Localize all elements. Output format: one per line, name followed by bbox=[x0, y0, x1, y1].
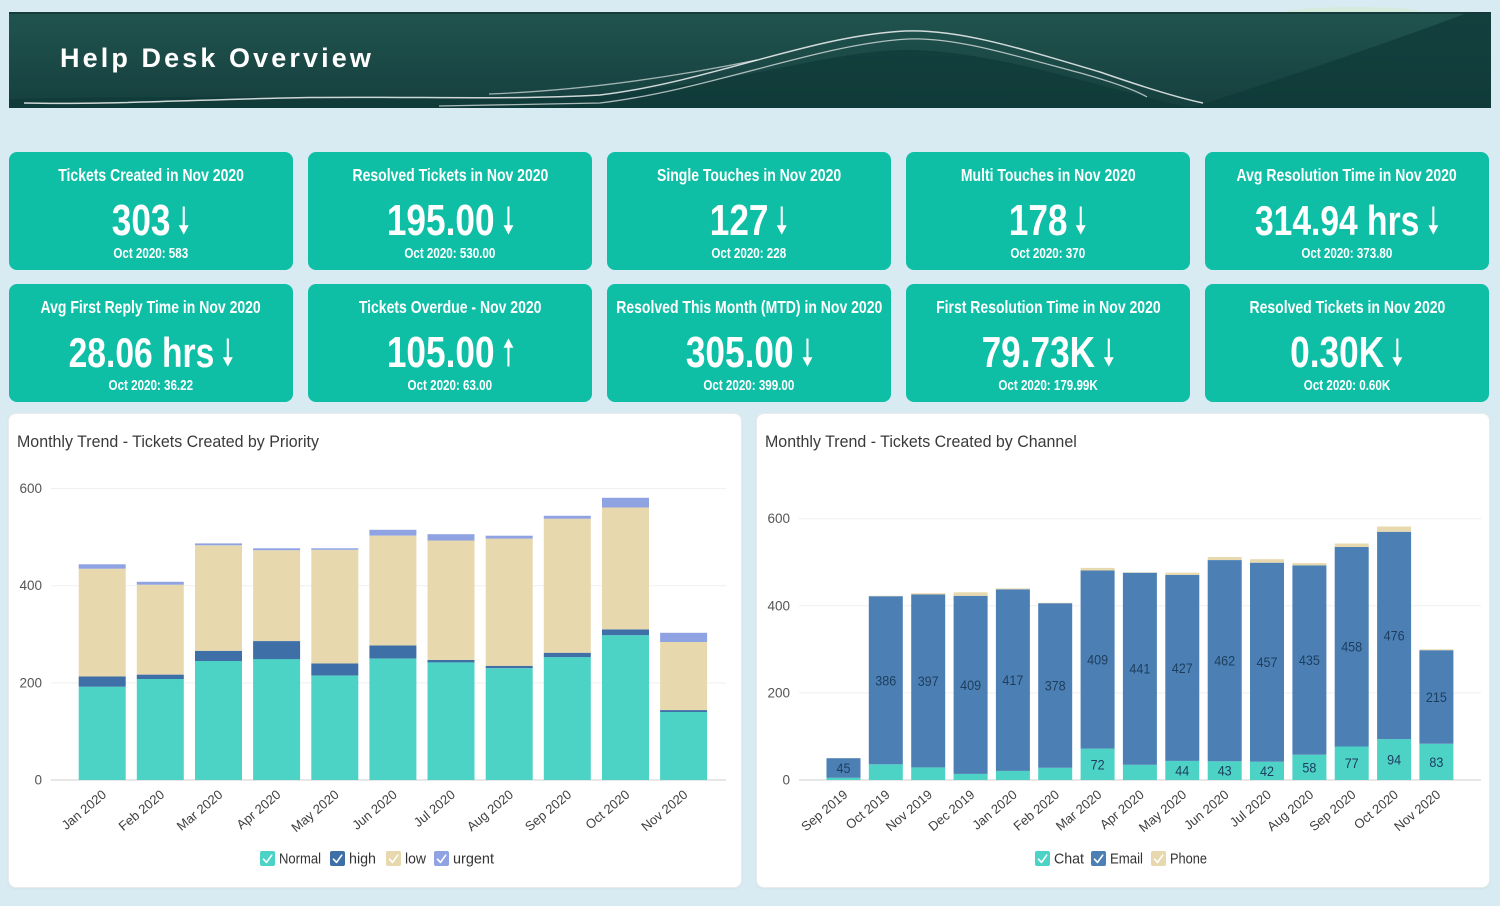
svg-text:58: 58 bbox=[1302, 760, 1316, 775]
svg-text:476: 476 bbox=[1384, 628, 1405, 643]
svg-text:45: 45 bbox=[837, 761, 851, 776]
svg-text:378: 378 bbox=[1045, 679, 1066, 694]
svg-text:Aug 2020: Aug 2020 bbox=[464, 787, 516, 834]
svg-text:42: 42 bbox=[1260, 764, 1274, 779]
svg-text:Jun 2020: Jun 2020 bbox=[349, 787, 400, 833]
svg-text:Mar 2020: Mar 2020 bbox=[1053, 787, 1105, 834]
svg-text:May 2020: May 2020 bbox=[1136, 787, 1189, 835]
svg-text:427: 427 bbox=[1172, 661, 1193, 676]
svg-text:386: 386 bbox=[875, 673, 896, 688]
svg-text:Nov 2020: Nov 2020 bbox=[638, 787, 690, 834]
svg-text:low: low bbox=[405, 852, 427, 868]
svg-text:Oct 2020: Oct 2020 bbox=[582, 787, 632, 832]
svg-text:43: 43 bbox=[1218, 764, 1232, 779]
svg-text:400: 400 bbox=[767, 598, 790, 613]
svg-text:Sep 2020: Sep 2020 bbox=[522, 787, 574, 834]
svg-text:400: 400 bbox=[19, 578, 42, 593]
svg-text:200: 200 bbox=[19, 675, 42, 690]
svg-text:Jul 2020: Jul 2020 bbox=[411, 787, 458, 830]
svg-text:Sep 2019: Sep 2019 bbox=[798, 787, 850, 834]
svg-text:397: 397 bbox=[918, 674, 939, 689]
svg-text:Sep 2020: Sep 2020 bbox=[1306, 787, 1358, 834]
svg-text:600: 600 bbox=[767, 511, 790, 526]
svg-text:0: 0 bbox=[782, 773, 790, 788]
svg-text:Chat: Chat bbox=[1054, 852, 1084, 868]
svg-text:Aug 2020: Aug 2020 bbox=[1264, 787, 1316, 834]
svg-text:441: 441 bbox=[1129, 662, 1150, 677]
svg-text:Feb 2020: Feb 2020 bbox=[116, 787, 168, 834]
svg-text:Email: Email bbox=[1110, 852, 1143, 868]
svg-text:Phone: Phone bbox=[1170, 852, 1207, 868]
svg-text:Jan 2020: Jan 2020 bbox=[59, 787, 110, 833]
svg-text:high: high bbox=[349, 852, 376, 868]
svg-text:600: 600 bbox=[19, 481, 42, 496]
svg-text:83: 83 bbox=[1429, 755, 1443, 770]
svg-text:May 2020: May 2020 bbox=[288, 787, 341, 835]
svg-text:Dec 2019: Dec 2019 bbox=[925, 787, 977, 834]
svg-text:77: 77 bbox=[1345, 756, 1359, 771]
svg-text:215: 215 bbox=[1426, 690, 1447, 705]
svg-text:Jun 2020: Jun 2020 bbox=[1181, 787, 1232, 833]
svg-text:409: 409 bbox=[1087, 653, 1108, 668]
svg-text:409: 409 bbox=[960, 678, 981, 693]
svg-text:72: 72 bbox=[1091, 757, 1105, 772]
svg-text:Mar 2020: Mar 2020 bbox=[174, 787, 226, 834]
svg-text:44: 44 bbox=[1175, 763, 1189, 778]
svg-text:458: 458 bbox=[1341, 640, 1362, 655]
svg-text:200: 200 bbox=[767, 685, 790, 700]
svg-text:Nov 2020: Nov 2020 bbox=[1391, 787, 1443, 834]
svg-text:462: 462 bbox=[1214, 654, 1235, 669]
svg-text:Apr 2020: Apr 2020 bbox=[233, 787, 283, 832]
svg-text:Nov 2019: Nov 2019 bbox=[883, 787, 935, 834]
svg-text:417: 417 bbox=[1002, 673, 1023, 688]
svg-text:94: 94 bbox=[1387, 753, 1401, 768]
svg-text:Normal: Normal bbox=[279, 852, 321, 868]
svg-text:urgent: urgent bbox=[453, 852, 494, 868]
svg-text:457: 457 bbox=[1257, 655, 1278, 670]
svg-text:Feb 2020: Feb 2020 bbox=[1010, 787, 1062, 834]
svg-text:0: 0 bbox=[34, 773, 42, 788]
svg-text:435: 435 bbox=[1299, 653, 1320, 668]
